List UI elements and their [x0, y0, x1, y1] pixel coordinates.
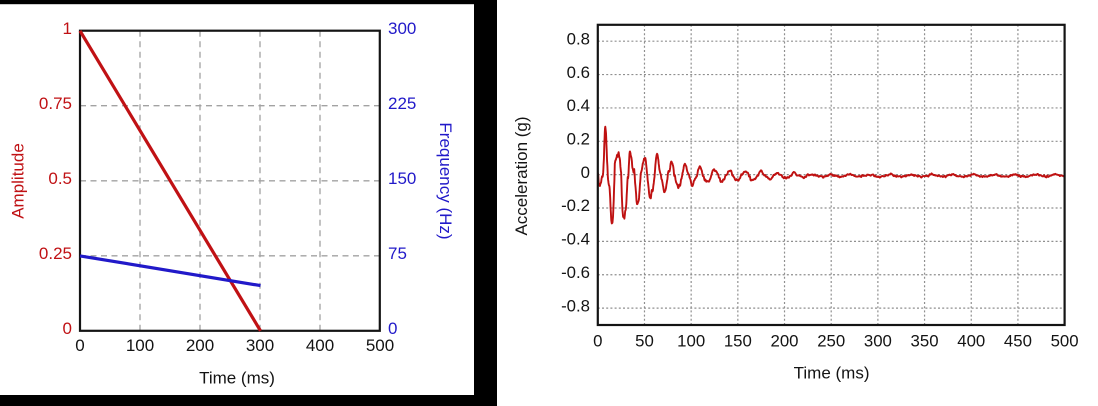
svg-text:150: 150: [724, 332, 752, 351]
svg-text:Acceleration (g): Acceleration (g): [512, 116, 531, 235]
svg-text:Frequency (Hz): Frequency (Hz): [436, 122, 455, 239]
svg-text:-0.8: -0.8: [561, 296, 590, 315]
svg-text:0: 0: [581, 163, 590, 182]
svg-text:0: 0: [63, 319, 72, 338]
svg-text:Time (ms): Time (ms): [794, 364, 870, 383]
svg-text:300: 300: [246, 336, 274, 355]
svg-text:Time (ms): Time (ms): [199, 369, 275, 388]
svg-text:500: 500: [366, 336, 394, 355]
svg-text:1: 1: [63, 19, 72, 38]
svg-text:0.6: 0.6: [567, 63, 590, 82]
svg-text:0: 0: [593, 332, 602, 351]
svg-text:350: 350: [911, 332, 939, 351]
svg-text:200: 200: [771, 332, 799, 351]
svg-text:0.2: 0.2: [567, 129, 590, 148]
svg-text:225: 225: [388, 94, 416, 113]
svg-text:0.4: 0.4: [567, 96, 590, 115]
svg-text:500: 500: [1051, 332, 1079, 351]
svg-text:50: 50: [635, 332, 654, 351]
svg-text:400: 400: [957, 332, 985, 351]
svg-text:0.75: 0.75: [39, 94, 72, 113]
svg-text:300: 300: [864, 332, 892, 351]
svg-text:250: 250: [817, 332, 845, 351]
svg-text:75: 75: [388, 244, 407, 263]
svg-text:200: 200: [186, 336, 214, 355]
svg-text:Amplitude: Amplitude: [9, 143, 28, 219]
svg-text:-0.6: -0.6: [561, 263, 590, 282]
svg-text:0.5: 0.5: [48, 169, 72, 188]
svg-text:400: 400: [306, 336, 334, 355]
svg-text:0.8: 0.8: [567, 29, 590, 48]
svg-text:100: 100: [126, 336, 154, 355]
svg-text:-0.4: -0.4: [561, 230, 590, 249]
svg-text:-0.2: -0.2: [561, 196, 590, 215]
svg-text:150: 150: [388, 169, 416, 188]
svg-text:100: 100: [677, 332, 705, 351]
svg-text:0.25: 0.25: [39, 244, 72, 263]
svg-text:0: 0: [75, 336, 84, 355]
svg-text:300: 300: [388, 19, 416, 38]
svg-text:0: 0: [388, 319, 397, 338]
svg-text:450: 450: [1004, 332, 1032, 351]
